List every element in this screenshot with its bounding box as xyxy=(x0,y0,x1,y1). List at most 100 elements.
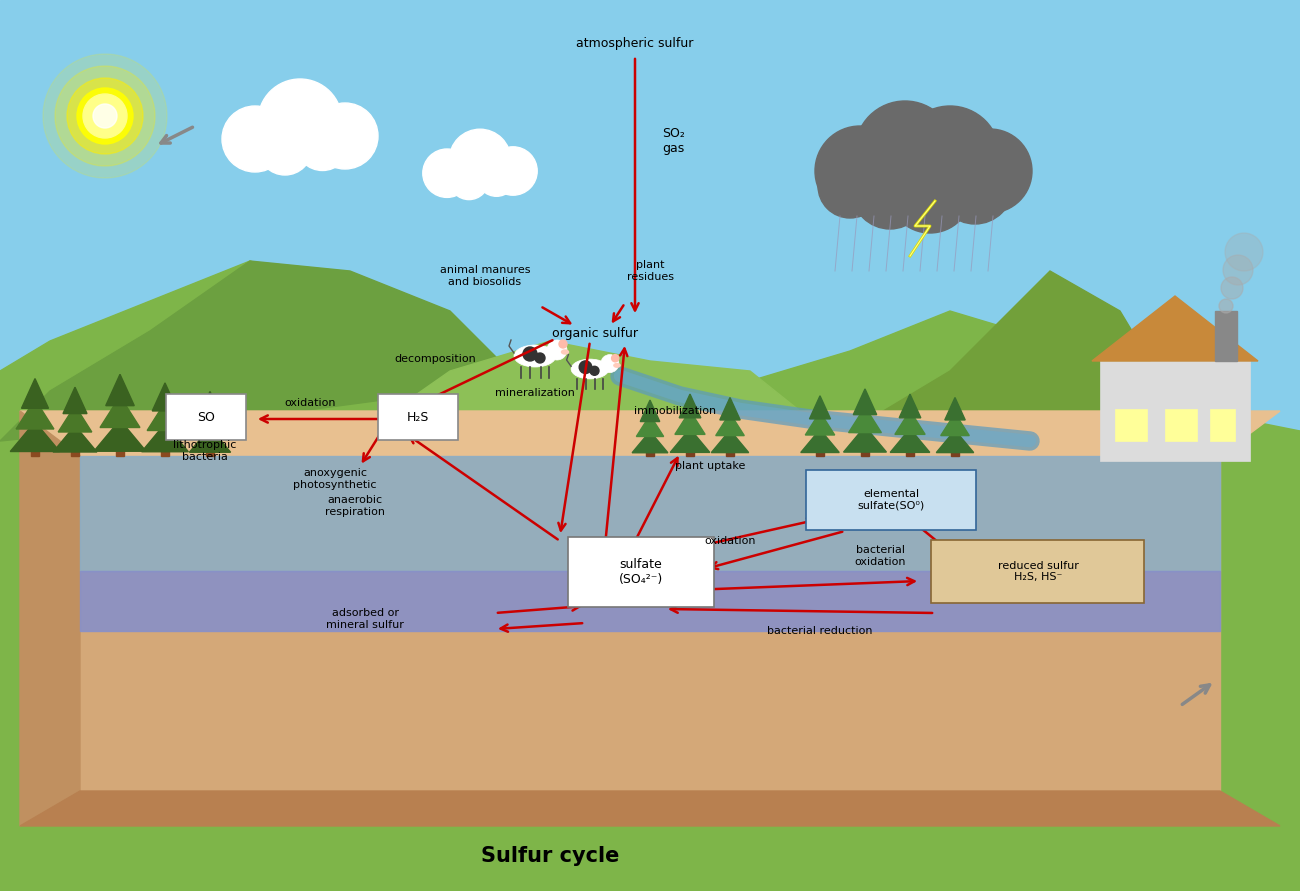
Circle shape xyxy=(601,355,619,372)
Polygon shape xyxy=(671,429,710,453)
Polygon shape xyxy=(199,391,221,416)
Polygon shape xyxy=(640,400,659,421)
Text: bacterial
oxidation: bacterial oxidation xyxy=(854,545,906,567)
Circle shape xyxy=(43,54,166,178)
Text: reduced sulfur
H₂S, HS⁻: reduced sulfur H₂S, HS⁻ xyxy=(997,560,1079,583)
Circle shape xyxy=(852,153,928,229)
Polygon shape xyxy=(675,411,705,435)
Text: SO: SO xyxy=(198,411,214,423)
Polygon shape xyxy=(142,424,188,452)
Polygon shape xyxy=(16,399,53,429)
Circle shape xyxy=(77,88,133,144)
Text: anoxygenic
photosynthetic: anoxygenic photosynthetic xyxy=(294,468,377,490)
Circle shape xyxy=(489,147,537,195)
Polygon shape xyxy=(194,409,226,434)
FancyBboxPatch shape xyxy=(378,394,458,440)
Circle shape xyxy=(855,101,956,201)
Text: animal manures
and biosolids: animal manures and biosolids xyxy=(439,266,530,287)
Circle shape xyxy=(222,106,289,172)
Bar xyxy=(1100,361,1251,461)
Circle shape xyxy=(937,148,1013,224)
Polygon shape xyxy=(81,456,1219,571)
Bar xyxy=(1115,409,1147,441)
Circle shape xyxy=(94,104,117,128)
Polygon shape xyxy=(94,420,146,451)
Text: decomposition: decomposition xyxy=(394,354,476,364)
Circle shape xyxy=(948,129,1032,213)
Polygon shape xyxy=(853,388,876,414)
Polygon shape xyxy=(350,341,800,451)
Polygon shape xyxy=(849,407,881,433)
Polygon shape xyxy=(20,791,1280,826)
Text: Sulfur cycle: Sulfur cycle xyxy=(481,846,619,866)
Ellipse shape xyxy=(614,364,620,367)
FancyBboxPatch shape xyxy=(931,540,1144,603)
Text: oxidation: oxidation xyxy=(705,536,755,546)
Text: bacterial reduction: bacterial reduction xyxy=(767,626,872,636)
Polygon shape xyxy=(152,383,178,411)
Text: atmospheric sulfur: atmospheric sulfur xyxy=(576,37,694,50)
Polygon shape xyxy=(62,388,87,413)
Circle shape xyxy=(83,94,127,138)
Polygon shape xyxy=(22,379,48,408)
Bar xyxy=(906,436,914,456)
Polygon shape xyxy=(1092,296,1258,361)
Text: elemental
sulfate(SO⁰): elemental sulfate(SO⁰) xyxy=(858,489,924,511)
FancyBboxPatch shape xyxy=(568,537,714,607)
Circle shape xyxy=(450,129,511,191)
Bar xyxy=(1216,311,1238,361)
Polygon shape xyxy=(844,427,887,452)
Polygon shape xyxy=(20,411,81,826)
Polygon shape xyxy=(936,430,974,453)
Polygon shape xyxy=(147,403,183,430)
Circle shape xyxy=(523,347,537,361)
Ellipse shape xyxy=(571,359,608,379)
Polygon shape xyxy=(637,415,663,437)
FancyBboxPatch shape xyxy=(166,394,246,440)
Polygon shape xyxy=(81,571,1219,631)
Polygon shape xyxy=(801,429,840,453)
Text: plant uptake: plant uptake xyxy=(675,461,745,471)
Polygon shape xyxy=(894,411,926,435)
Circle shape xyxy=(559,340,567,348)
Circle shape xyxy=(1223,255,1253,285)
Bar xyxy=(646,437,654,456)
Polygon shape xyxy=(53,426,98,452)
Polygon shape xyxy=(900,394,920,418)
Text: sulfate
(SO₄²⁻): sulfate (SO₄²⁻) xyxy=(619,558,663,586)
Text: lithotrophic
bacteria: lithotrophic bacteria xyxy=(173,440,237,462)
Polygon shape xyxy=(810,396,831,419)
Polygon shape xyxy=(10,421,60,452)
Polygon shape xyxy=(20,411,1280,456)
Polygon shape xyxy=(945,397,965,420)
Polygon shape xyxy=(0,261,500,441)
Circle shape xyxy=(888,149,972,233)
Circle shape xyxy=(818,154,881,218)
Text: immobilization: immobilization xyxy=(634,406,716,416)
Circle shape xyxy=(257,79,342,163)
Polygon shape xyxy=(0,261,1300,891)
Circle shape xyxy=(547,340,567,360)
Polygon shape xyxy=(100,396,140,428)
Bar xyxy=(1165,409,1197,441)
Bar xyxy=(0,431,1300,891)
Bar xyxy=(31,431,39,456)
Bar xyxy=(72,434,79,456)
Bar xyxy=(116,429,124,456)
Circle shape xyxy=(477,157,516,196)
Bar xyxy=(952,437,959,456)
Text: mineralization: mineralization xyxy=(495,388,575,398)
Text: adsorbed or
mineral sulfur: adsorbed or mineral sulfur xyxy=(326,609,404,630)
Polygon shape xyxy=(58,405,92,432)
Bar xyxy=(861,434,868,456)
Circle shape xyxy=(590,366,599,375)
Polygon shape xyxy=(711,430,749,453)
Bar xyxy=(161,432,169,456)
Circle shape xyxy=(450,160,489,200)
Text: organic sulfur: organic sulfur xyxy=(552,326,638,339)
Circle shape xyxy=(815,126,905,216)
Ellipse shape xyxy=(562,350,568,354)
Circle shape xyxy=(900,106,1000,206)
Polygon shape xyxy=(850,271,1150,441)
Polygon shape xyxy=(891,429,930,453)
